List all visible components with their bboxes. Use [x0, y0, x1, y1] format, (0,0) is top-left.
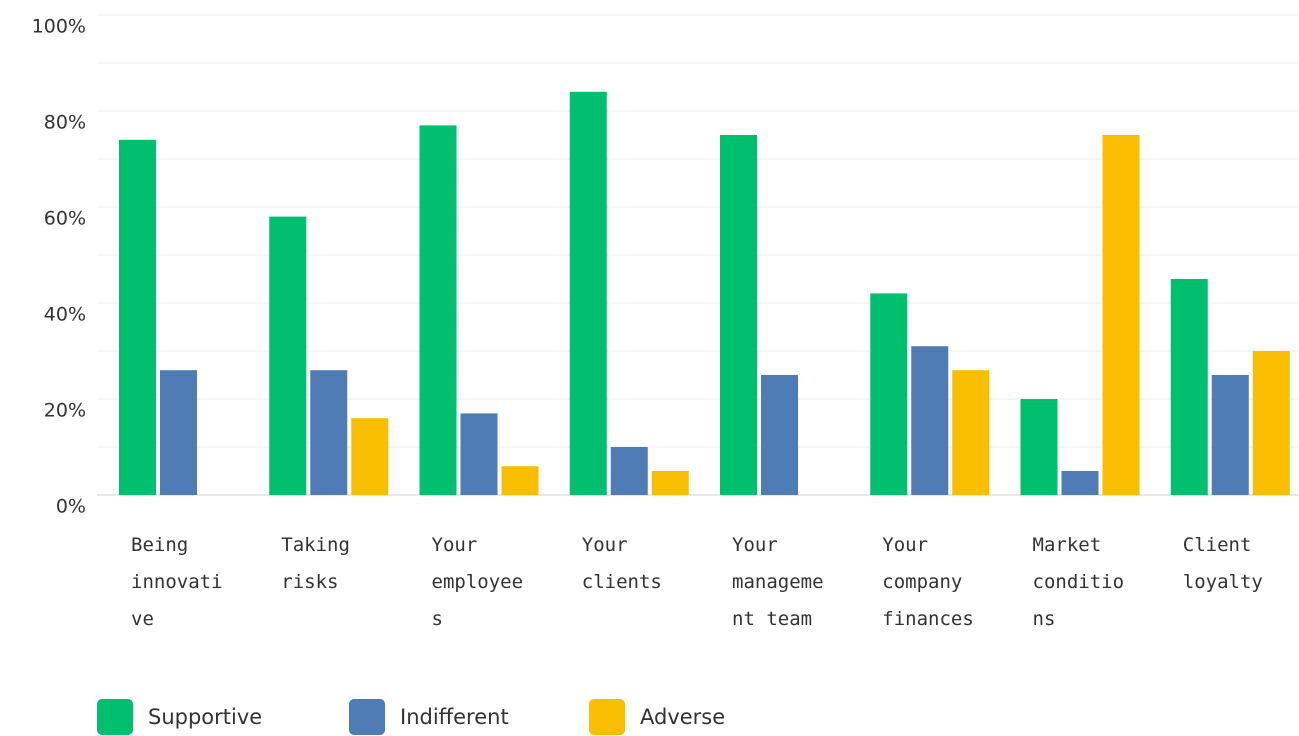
y-tick-label: 80% [44, 112, 86, 134]
bar [310, 370, 348, 495]
bar [501, 466, 539, 495]
legend-label: Supportive [148, 705, 262, 729]
bar [351, 418, 389, 495]
y-tick-label: 100% [32, 16, 86, 38]
legend-swatch [589, 699, 625, 735]
bar [761, 375, 798, 495]
y-tick-label: 60% [44, 208, 86, 230]
bar [870, 293, 908, 495]
bar [460, 413, 498, 495]
bar [1061, 471, 1099, 495]
x-tick-label: Your company finances [882, 534, 974, 630]
bar [119, 139, 156, 496]
legend-swatch [97, 699, 133, 735]
bar [610, 447, 648, 495]
x-tick-label: Your clients [582, 534, 662, 593]
bar [1102, 135, 1140, 495]
bar [1170, 279, 1208, 495]
bar [269, 216, 307, 495]
bar [1252, 351, 1290, 495]
legend-label: Indifferent [400, 705, 509, 729]
bar [651, 471, 689, 495]
y-tick-label: 20% [44, 400, 86, 422]
bar [1020, 399, 1058, 495]
legend-label: Adverse [640, 705, 725, 729]
bar [720, 135, 757, 495]
x-tick-label: Client loyalty [1183, 534, 1263, 593]
bar [952, 370, 990, 495]
x-tick-label: Your employee s [432, 534, 524, 630]
x-tick-label: Your manageme nt team [732, 534, 824, 630]
bar [160, 370, 197, 495]
x-tick-label: Being innovati ve [131, 534, 223, 630]
x-tick-label: Market conditio ns [1033, 534, 1125, 630]
y-tick-label: 0% [56, 496, 86, 518]
bar [911, 346, 949, 495]
x-tick-label: Taking risks [281, 534, 350, 593]
bar [569, 91, 607, 496]
legend-swatch [349, 699, 385, 735]
y-tick-label: 40% [44, 304, 86, 326]
bar [419, 125, 457, 496]
bar [1211, 375, 1249, 495]
